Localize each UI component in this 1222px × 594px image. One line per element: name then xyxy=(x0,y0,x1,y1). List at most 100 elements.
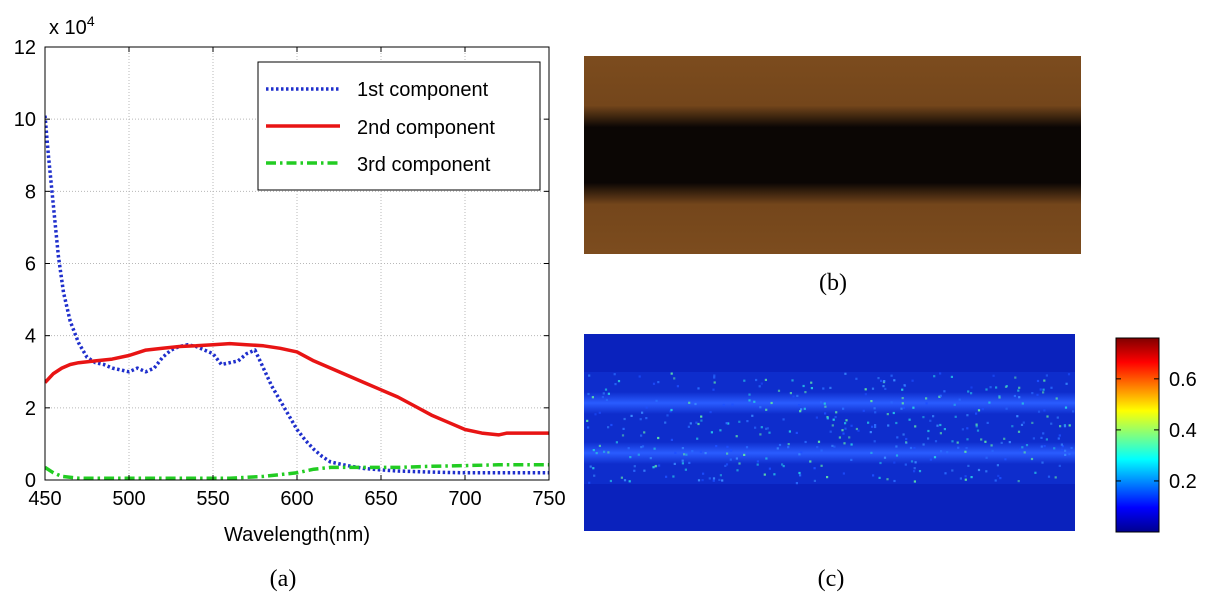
heatmap-speckle xyxy=(791,379,794,382)
y-tick-label: 12 xyxy=(14,37,36,59)
heatmap-speckle xyxy=(1037,410,1041,413)
heatmap-speckle xyxy=(726,452,729,455)
heatmap-speckle xyxy=(593,474,596,477)
heatmap-speckle xyxy=(594,413,597,416)
heatmap-speckle xyxy=(893,479,896,483)
heatmap-speckle xyxy=(1017,480,1020,483)
heatmap-band xyxy=(584,372,1075,484)
heatmap-speckle xyxy=(683,453,686,456)
heatmap-speckle xyxy=(756,460,759,463)
colorbar-tick-label: 0.6 xyxy=(1169,369,1197,391)
heatmap-speckle xyxy=(951,469,954,472)
heatmap-speckle xyxy=(922,443,925,446)
heatmap-speckle xyxy=(754,426,757,429)
panel-label-b: (b) xyxy=(819,270,847,296)
heatmap-speckle xyxy=(933,375,936,378)
heatmap-speckle xyxy=(697,387,700,390)
heatmap-speckle xyxy=(883,456,887,459)
heatmap-speckle xyxy=(967,464,970,467)
heatmap-speckle xyxy=(887,424,890,427)
heatmap-speckle xyxy=(725,422,728,425)
heatmap-speckle xyxy=(998,395,1001,398)
heatmap-speckle xyxy=(713,381,716,384)
heatmap-speckle xyxy=(696,437,699,440)
heatmap-speckle xyxy=(627,447,630,450)
x-tick-label: 450 xyxy=(28,488,61,510)
heatmap-speckle xyxy=(637,453,640,456)
heatmap-speckle xyxy=(587,392,590,396)
heatmap-speckle xyxy=(997,474,1000,477)
heatmap-speckle xyxy=(895,421,898,425)
heatmap-speckle xyxy=(586,419,589,422)
heatmap-speckle xyxy=(799,410,802,413)
heatmap-speckle xyxy=(908,418,911,421)
heatmap-speckle xyxy=(988,401,991,404)
heatmap-speckle xyxy=(1064,406,1068,409)
heatmap-speckle xyxy=(1022,421,1025,424)
heatmap-speckle xyxy=(638,375,641,378)
x-axis-label: Wavelength(nm) xyxy=(224,524,370,546)
heatmap-speckle xyxy=(735,457,738,460)
legend-label-3rd: 3rd component xyxy=(357,154,491,176)
panel-a-line-chart: 450 500 550 600 650 700 750 0 2 4 6 8 10 12 x 104 Wa… xyxy=(14,13,566,592)
heatmap-speckle xyxy=(676,385,679,388)
heatmap-speckle xyxy=(909,446,913,450)
heatmap-speckle xyxy=(701,479,704,482)
heatmap-speckle xyxy=(904,463,907,466)
heatmap-speckle xyxy=(1043,409,1046,412)
heatmap-speckle xyxy=(591,396,594,399)
heatmap-speckle xyxy=(831,424,834,427)
heatmap-speckle xyxy=(890,401,893,404)
colorbar-tick-label: 0.2 xyxy=(1169,471,1197,493)
heatmap-speckle xyxy=(1050,422,1053,425)
heatmap-speckle xyxy=(1056,416,1059,419)
heatmap-speckle xyxy=(1045,374,1048,377)
heatmap-speckle xyxy=(932,415,935,418)
heatmap-speckle xyxy=(817,440,821,443)
heatmap-speckle xyxy=(721,479,724,482)
heatmap-speckle xyxy=(1011,425,1014,428)
heatmap-speckle xyxy=(989,386,992,389)
heatmap-speckle xyxy=(895,445,898,448)
heatmap-speckle xyxy=(1020,423,1024,426)
heatmap-speckle xyxy=(787,446,790,449)
heatmap-speckle xyxy=(985,470,988,473)
heatmap-speckle xyxy=(689,422,692,425)
heatmap-speckle xyxy=(902,433,905,436)
heatmap-speckle xyxy=(918,470,922,473)
heatmap-speckle xyxy=(813,479,816,482)
colorbar xyxy=(1115,337,1160,533)
heatmap-speckle xyxy=(803,407,806,410)
heatmap-speckle xyxy=(929,419,932,422)
heatmap-speckle xyxy=(893,379,896,382)
heatmap-speckle xyxy=(770,401,773,405)
heatmap-speckle xyxy=(1058,434,1061,437)
heatmap-speckle xyxy=(653,447,656,450)
heatmap-speckle xyxy=(985,456,988,459)
heatmap-speckle xyxy=(765,427,768,430)
heatmap-speckle xyxy=(782,418,785,421)
heatmap-speckle xyxy=(835,411,838,414)
heatmap-speckle xyxy=(623,479,627,482)
panel-b-image: (b) xyxy=(584,56,1081,296)
heatmap-speckle xyxy=(939,394,942,397)
heatmap-speckle xyxy=(893,461,896,464)
series-line-1st xyxy=(45,115,549,475)
heatmap-speckle xyxy=(655,399,658,402)
heatmap-speckle xyxy=(966,438,969,441)
heatmap-speckle xyxy=(640,446,643,449)
heatmap-speckle xyxy=(777,389,781,392)
heatmap-speckle xyxy=(758,385,761,388)
y-tick-label: 0 xyxy=(25,470,36,492)
heatmap-speckle xyxy=(615,441,618,444)
heatmap-speckle xyxy=(610,423,613,427)
heatmap-speckle xyxy=(878,476,881,479)
heatmap-speckle xyxy=(719,474,722,477)
heatmap-speckle xyxy=(607,451,610,454)
heatmap-speckle xyxy=(992,374,995,377)
heatmap-speckle xyxy=(738,420,741,423)
heatmap-speckle xyxy=(666,414,669,417)
heatmap-speckle xyxy=(994,479,997,482)
heatmap-speckle xyxy=(855,427,858,431)
heatmap-speckle xyxy=(970,386,973,389)
